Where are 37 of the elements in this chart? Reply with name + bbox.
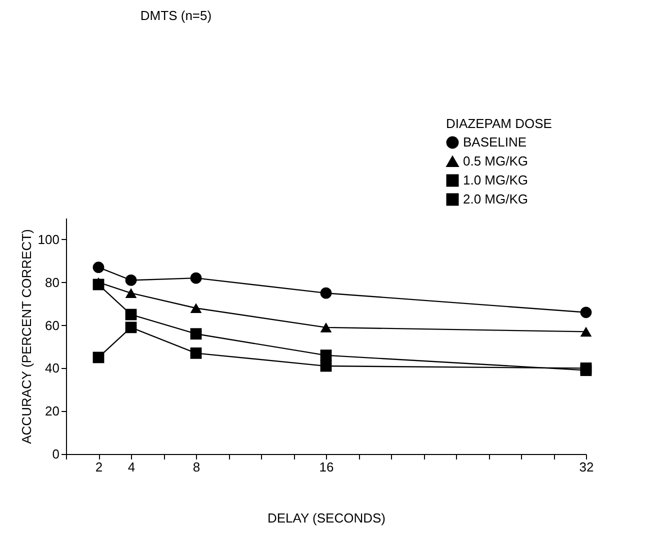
legend-title: DIAZEPAM DOSE — [446, 116, 552, 131]
y-tick-label: 40 — [45, 360, 60, 376]
point — [320, 322, 332, 332]
x-tick-label: 2 — [95, 460, 103, 474]
y-tick-label: 0 — [52, 446, 60, 462]
y-tick-label: 20 — [45, 404, 60, 419]
y-tick-label: 100 — [38, 232, 60, 247]
point — [320, 350, 332, 362]
point — [190, 272, 202, 284]
y-tick-label: 80 — [45, 274, 60, 290]
point — [580, 362, 592, 374]
x-tick-label: 8 — [192, 460, 200, 474]
legend-label: 0.5 MG/KG — [463, 154, 528, 168]
point — [125, 274, 137, 286]
legend-label: BASELINE — [463, 134, 527, 150]
x-tick-label: 32 — [579, 460, 594, 474]
point — [125, 322, 137, 334]
y-axis-title: ACCURACY (PERCENT CORRECT) — [18, 229, 34, 444]
y-tick-label: 60 — [45, 318, 60, 333]
point — [190, 347, 202, 359]
x-axis-title: DELAY (SECONDS) — [268, 510, 386, 526]
x-tick-label: 16 — [319, 460, 334, 474]
point — [92, 278, 104, 290]
legend-label: 2.0 MG/KG — [463, 192, 528, 206]
legend-label: 1.0 MG/KG — [463, 172, 528, 188]
x-tick-label: 4 — [128, 460, 136, 474]
point — [92, 262, 104, 274]
point — [580, 326, 592, 337]
point — [125, 308, 137, 320]
point — [125, 288, 137, 298]
point — [190, 328, 202, 340]
point — [580, 306, 592, 318]
point — [92, 352, 104, 364]
point — [320, 287, 332, 299]
point — [190, 303, 202, 314]
point — [320, 360, 332, 372]
chart-title: DMTS (n=5) — [140, 8, 212, 23]
